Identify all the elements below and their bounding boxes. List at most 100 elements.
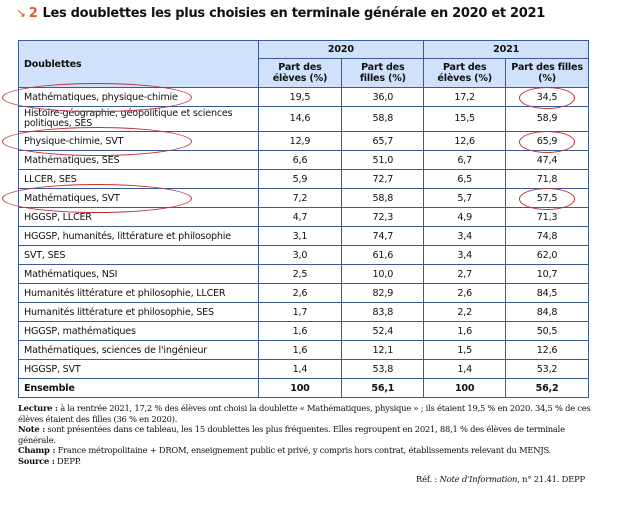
- share-students-2021: 3,4: [423, 226, 507, 246]
- share-students-2021: 6,5: [423, 169, 507, 189]
- doublette-label: HGGSP, LLCER: [18, 207, 259, 227]
- table-row: Histoire-géographie, géopolitique et sci…: [18, 106, 589, 132]
- header-year-2020: 2020: [257, 40, 425, 59]
- share-students-2020: 2,5: [257, 264, 343, 284]
- table-row: HGGSP, LLCER 4,7 72,3 4,9 71,3: [18, 207, 589, 227]
- share-students-2021: 2,6: [423, 283, 507, 303]
- share-students-2020: 6,6: [257, 150, 343, 170]
- lecture-text: à la rentrée 2021, 17,2 % des élèves ont…: [18, 403, 591, 424]
- table-row: Humanités littérature et philosophie, SE…: [18, 302, 589, 322]
- source-note: Source : DEPP.: [18, 456, 598, 467]
- doublette-label: SVT, SES: [18, 245, 259, 265]
- title-text: Les doublettes les plus choisies en term…: [42, 6, 546, 21]
- share-students-2020: 3,1: [257, 226, 343, 246]
- share-students-2021: 2,7: [423, 264, 507, 284]
- share-students-2020: 14,6: [257, 106, 343, 132]
- header-subcol: Part des filles (%): [341, 58, 425, 88]
- doublette-label: Mathématiques, SVT: [18, 188, 259, 208]
- header-subcol: Part des élèves (%): [423, 58, 507, 88]
- header-year-2021: 2021: [423, 40, 589, 59]
- header-subcol: Part des filles (%): [505, 58, 589, 88]
- share-students-2020: 19,5: [257, 87, 343, 107]
- share-students-2020: 100: [257, 378, 343, 398]
- share-students-2020: 1,6: [257, 340, 343, 360]
- share-girls-2020: 72,3: [341, 207, 425, 227]
- table-notes: Lecture : à la rentrée 2021, 17,2 % des …: [18, 403, 598, 467]
- figure-number: 2: [28, 6, 38, 21]
- share-girls-2020: 83,8: [341, 302, 425, 322]
- share-students-2020: 5,9: [257, 169, 343, 189]
- share-students-2021: 4,9: [423, 207, 507, 227]
- share-girls-2021: 47,4: [505, 150, 589, 170]
- doublette-label: LLCER, SES: [18, 169, 259, 189]
- table-row: Physique-chimie, SVT 12,9 65,7 12,6 65,9: [18, 131, 589, 151]
- table-row: Mathématiques, physique-chimie 19,5 36,0 17…: [18, 87, 589, 107]
- share-girls-2020: 72,7: [341, 169, 425, 189]
- doublette-label: Physique-chimie, SVT: [18, 131, 259, 151]
- share-students-2020: 2,6: [257, 283, 343, 303]
- share-students-2020: 12,9: [257, 131, 343, 151]
- doublette-label: HGGSP, mathématiques: [18, 321, 259, 341]
- share-girls-2021: 84,8: [505, 302, 589, 322]
- share-girls-2021: 84,5: [505, 283, 589, 303]
- share-students-2021: 15,5: [423, 106, 507, 132]
- share-girls-2021: 58,9: [505, 106, 589, 132]
- share-girls-2021: 10,7: [505, 264, 589, 284]
- share-students-2020: 1,4: [257, 359, 343, 379]
- share-students-2020: 1,7: [257, 302, 343, 322]
- table-row: Mathématiques, SVT 7,2 58,8 5,7 57,5: [18, 188, 589, 208]
- doublette-label: Ensemble: [18, 378, 259, 398]
- share-students-2021: 17,2: [423, 87, 507, 107]
- share-students-2021: 1,4: [423, 359, 507, 379]
- doublette-label: Mathématiques, SES: [18, 150, 259, 170]
- doublette-label: HGGSP, SVT: [18, 359, 259, 379]
- doublettes-table: Doublettes 2020 2021 Part des élèves (%)…: [18, 40, 589, 398]
- doublette-label: Humanités littérature et philosophie, SE…: [18, 302, 259, 322]
- share-girls-2021: 34,5: [505, 87, 589, 107]
- table-title: ↘ 2 Les doublettes les plus choisies en te…: [16, 6, 545, 21]
- champ-note: Champ : France métropolitaine + DROM, en…: [18, 445, 598, 456]
- share-girls-2021: 53,2: [505, 359, 589, 379]
- share-students-2021: 3,4: [423, 245, 507, 265]
- share-girls-2020: 12,1: [341, 340, 425, 360]
- share-girls-2021: 62,0: [505, 245, 589, 265]
- share-girls-2020: 58,8: [341, 188, 425, 208]
- header-row-years: Doublettes 2020 2021: [18, 40, 589, 88]
- share-girls-2020: 82,9: [341, 283, 425, 303]
- share-girls-2021: 65,9: [505, 131, 589, 151]
- doublette-label: Mathématiques, sciences de l'ingénieur: [18, 340, 259, 360]
- share-girls-2020: 58,8: [341, 106, 425, 132]
- note-text: sont présentées dans ce tableau, les 15 …: [18, 424, 565, 445]
- doublette-label: Mathématiques, NSI: [18, 264, 259, 284]
- share-students-2020: 4,7: [257, 207, 343, 227]
- table-row: HGGSP, SVT 1,4 53,8 1,4 53,2: [18, 359, 589, 379]
- header-row-subcols: Part des élèves (%) Part des filles (%) …: [19, 58, 589, 88]
- share-girls-2020: 10,0: [341, 264, 425, 284]
- table-row: HGGSP, humanités, littérature et philoso…: [18, 226, 589, 246]
- table-row: LLCER, SES 5,9 72,7 6,5 71,8: [18, 169, 589, 189]
- share-students-2020: 7,2: [257, 188, 343, 208]
- share-girls-2020: 36,0: [341, 87, 425, 107]
- champ-text: France métropolitaine + DROM, enseigneme…: [55, 445, 552, 456]
- lecture-label: Lecture :: [18, 403, 58, 413]
- note-note: Note : sont présentées dans ce tableau, …: [18, 424, 598, 445]
- doublette-label: Mathématiques, physique-chimie: [18, 87, 259, 107]
- ref-prefix: Réf. :: [416, 474, 440, 484]
- share-girls-2020: 65,7: [341, 131, 425, 151]
- header-doublettes: Doublettes: [18, 40, 259, 88]
- note-label: Note :: [18, 424, 45, 435]
- share-students-2020: 1,6: [257, 321, 343, 341]
- share-girls-2021: 71,3: [505, 207, 589, 227]
- share-girls-2021: 56,2: [505, 378, 589, 398]
- share-students-2021: 1,5: [423, 340, 507, 360]
- share-students-2021: 100: [423, 378, 507, 398]
- champ-label: Champ :: [18, 445, 56, 456]
- share-girls-2020: 51,0: [341, 150, 425, 170]
- total-row: Ensemble 100 56,1 100 56,2: [18, 378, 589, 398]
- arrow-down-right-icon: ↘: [16, 6, 26, 20]
- table-row: Mathématiques, sciences de l'ingénieur 1,…: [18, 340, 589, 360]
- share-students-2021: 5,7: [423, 188, 507, 208]
- share-students-2021: 12,6: [423, 131, 507, 151]
- doublette-label: Histoire-géographie, géopolitique et sci…: [18, 106, 259, 132]
- share-students-2021: 6,7: [423, 150, 507, 170]
